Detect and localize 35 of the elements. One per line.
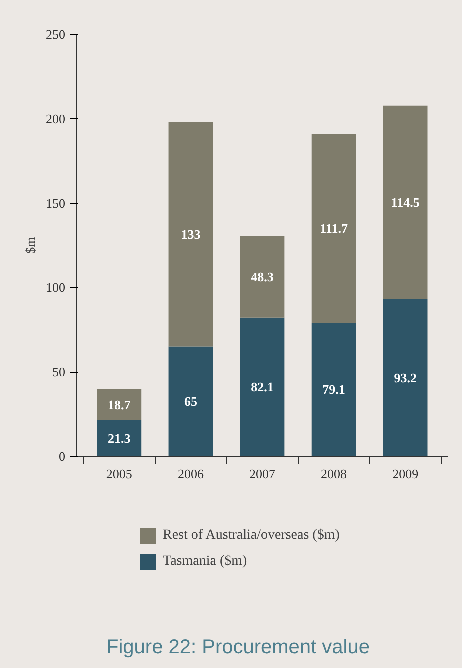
y-axis-title: $m	[23, 237, 38, 254]
y-tick-label: 200	[46, 111, 66, 126]
data-label: 48.3	[251, 270, 274, 285]
bar	[383, 299, 428, 456]
y-tick-label: 100	[46, 280, 66, 296]
bar	[312, 134, 356, 323]
legend-label: Rest of Australia/overseas ($m)	[163, 528, 340, 544]
x-tick-label: 2006	[178, 466, 204, 482]
bar	[97, 420, 142, 456]
data-label: 79.1	[322, 382, 346, 398]
data-label: 111.7	[320, 221, 348, 236]
x-tick-label: 2005	[106, 466, 132, 482]
y-tick-label: 150	[46, 196, 66, 211]
y-tick-label: 50	[52, 364, 66, 380]
data-label: 114.5	[391, 195, 420, 210]
y-tick-label: 0	[59, 449, 66, 464]
bar	[97, 388, 142, 421]
y-tick-label: 250	[46, 27, 66, 42]
legend-label: Tasmania ($m)	[163, 554, 248, 570]
x-tick-label: 2009	[392, 466, 419, 482]
data-label: 133	[181, 227, 202, 242]
x-tick-label: 2008	[321, 466, 348, 482]
bar	[168, 122, 214, 347]
bar	[383, 106, 428, 300]
bar	[240, 236, 285, 318]
text: Figure 22: Procurement value	[106, 636, 370, 658]
data-label: 93.2	[394, 370, 417, 386]
data-label: 18.7	[108, 397, 132, 412]
data-label: 21.3	[108, 431, 132, 446]
data-label: 65	[184, 394, 198, 410]
x-tick-label: 2007	[250, 466, 276, 482]
data-label: 82.1	[251, 380, 274, 395]
bar	[240, 318, 285, 456]
bar	[168, 346, 214, 456]
bar	[312, 322, 356, 456]
